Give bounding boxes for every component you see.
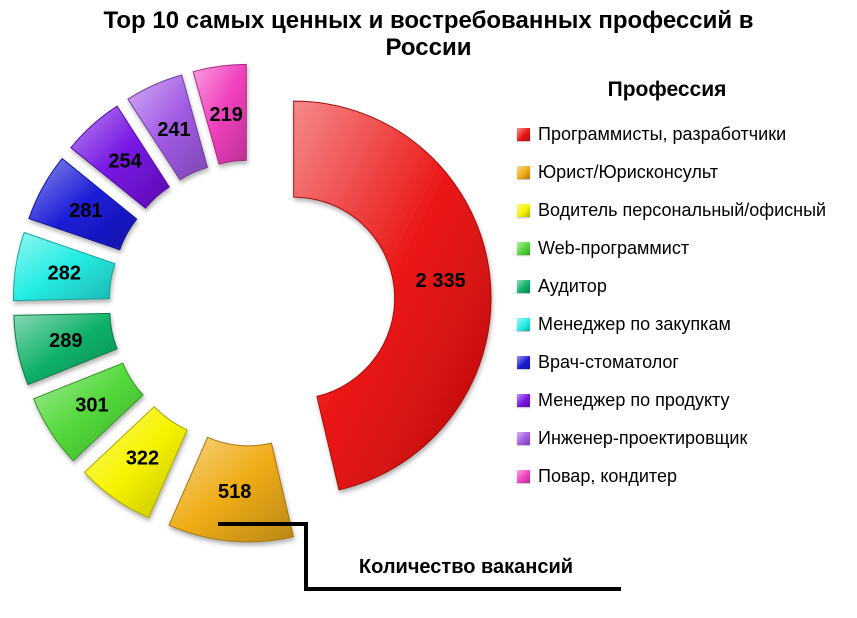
legend-item: Юрист/Юрисконсульт xyxy=(517,153,855,191)
slice-value-label: 254 xyxy=(108,151,142,173)
legend-item: Аудитор xyxy=(517,267,855,305)
legend-item: Web-программист xyxy=(517,229,855,267)
pie-slice-9 xyxy=(127,74,209,181)
legend-items: Программисты, разработчики Юрист/Юрисконс… xyxy=(517,115,855,495)
legend-title: Профессия xyxy=(607,78,727,101)
pie-slice-6 xyxy=(12,231,116,302)
chart-title-text: Top 10 самых ценных и востребованных про… xyxy=(103,7,754,61)
legend-item: Менеджер по продукту xyxy=(517,381,855,419)
legend-item-label: Менеджер по закупкам xyxy=(538,313,731,334)
slice-value-label: 518 xyxy=(218,481,251,503)
slice-value-labels-group: 2 335 518 322 301 289 282 281 254 241 219 xyxy=(48,104,466,503)
slice-value-label: 2 335 xyxy=(416,270,466,292)
legend-item-label: Инженер-проектировщик xyxy=(538,427,748,448)
legend-color-swatch-icon xyxy=(517,317,530,331)
legend-color-swatch-icon xyxy=(517,431,530,445)
slice-value-label: 301 xyxy=(75,394,108,416)
legend-item-label: Водитель персональный/офисный xyxy=(538,199,827,220)
legend-color-swatch-icon xyxy=(517,165,530,179)
legend-color-swatch-icon xyxy=(517,469,530,483)
slice-value-label: 322 xyxy=(126,447,159,469)
callout-connector-line xyxy=(218,522,621,591)
legend-item: Врач-стоматолог xyxy=(517,343,855,381)
legend-item: Программисты, разработчики xyxy=(517,115,855,153)
pie-slice-1 xyxy=(293,100,492,491)
legend-color-swatch-icon xyxy=(517,393,530,407)
pie-slice-2 xyxy=(168,436,295,543)
legend-item-label: Врач-стоматолог xyxy=(538,351,679,372)
pie-slice-8 xyxy=(70,105,170,209)
pie-slice-7 xyxy=(28,157,138,251)
slice-value-label: 281 xyxy=(69,200,102,222)
legend-color-swatch-icon xyxy=(517,127,530,141)
slice-value-label: 219 xyxy=(210,104,243,126)
legend-item-label: Аудитор xyxy=(538,275,607,296)
pie-slice-4 xyxy=(33,362,144,462)
legend-item-label: Web-программист xyxy=(538,237,690,258)
legend-item: Повар, кондитер xyxy=(517,457,855,495)
pie-slices-group xyxy=(12,63,492,543)
legend-color-swatch-icon xyxy=(517,203,530,217)
legend-item-label: Юрист/Юрисконсульт xyxy=(538,161,719,182)
legend-color-swatch-icon xyxy=(517,241,530,255)
legend: Профессия Программисты, разработчики Юрис… xyxy=(517,78,855,495)
legend-item: Инженер-проектировщик xyxy=(517,419,855,457)
pie-slice-10 xyxy=(192,63,247,165)
slice-value-label: 289 xyxy=(49,330,82,352)
pie-slice-5 xyxy=(13,312,118,386)
legend-item: Менеджер по закупкам xyxy=(517,305,855,343)
pie-slice-3 xyxy=(83,405,188,519)
legend-item: Водитель персональный/офисный xyxy=(517,191,855,229)
slice-value-label: 241 xyxy=(157,119,190,141)
slice-value-label: 282 xyxy=(48,263,81,285)
vacancies-callout-label: Количество вакансий xyxy=(358,556,574,578)
legend-color-swatch-icon xyxy=(517,279,530,293)
chart-title: Top 10 самых ценных и востребованных про… xyxy=(0,7,857,61)
legend-item-label: Повар, кондитер xyxy=(538,465,677,486)
legend-item-label: Программисты, разработчики xyxy=(538,123,787,144)
legend-color-swatch-icon xyxy=(517,355,530,369)
legend-item-label: Менеджер по продукту xyxy=(538,389,730,410)
